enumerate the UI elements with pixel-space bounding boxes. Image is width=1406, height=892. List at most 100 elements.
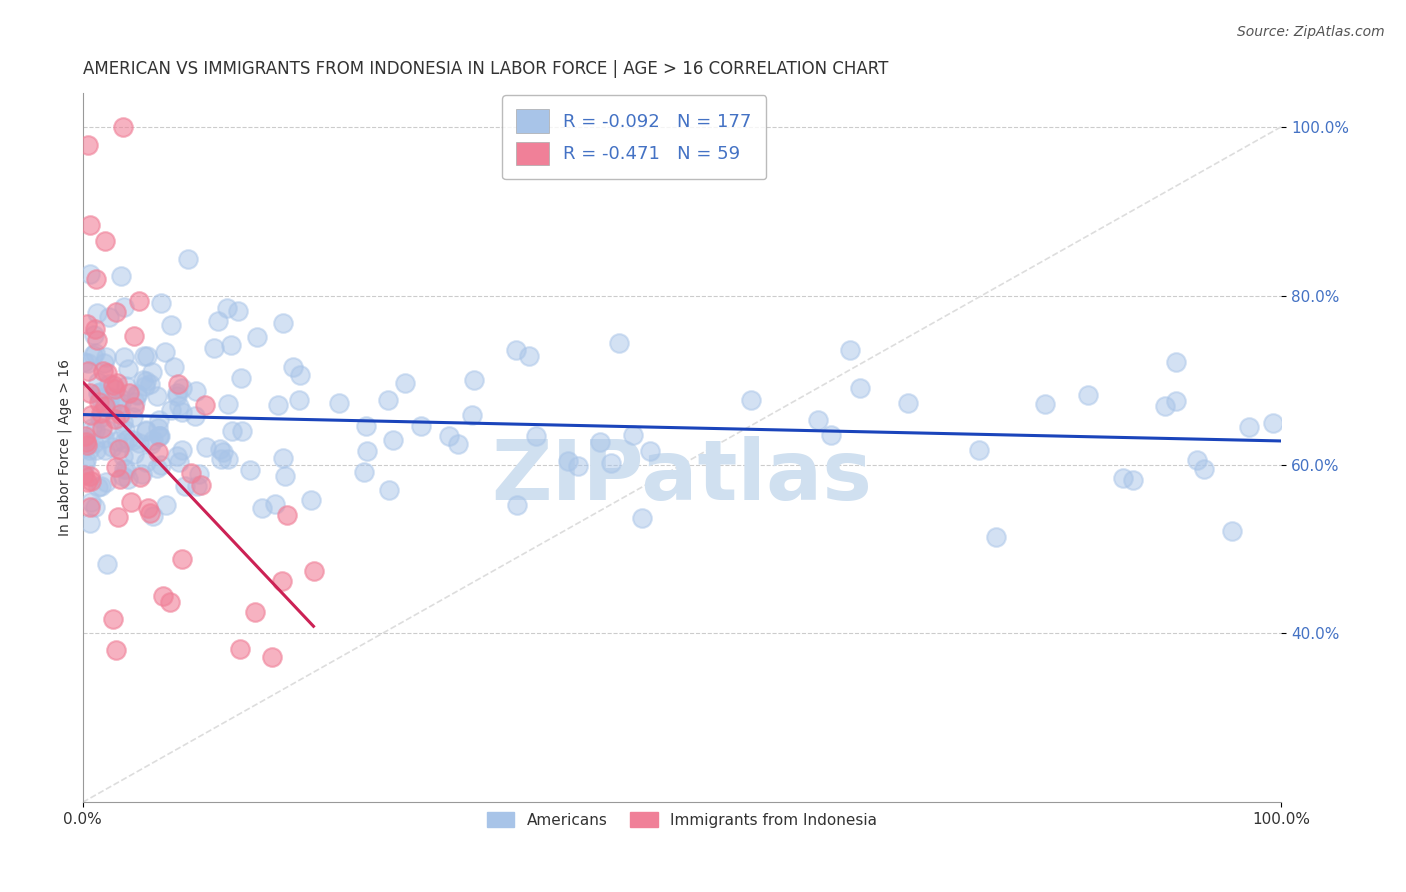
Point: [73, 428, 96, 442]
Point: [87, 394, 110, 409]
Point: [217, 397, 239, 411]
Point: [112, 469, 135, 483]
Point: [202, 342, 225, 356]
Y-axis label: In Labor Force | Age > 16: In Labor Force | Age > 16: [58, 359, 72, 536]
Point: [124, 395, 146, 409]
Point: [135, 374, 157, 388]
Point: [89, 411, 111, 425]
Point: [463, 373, 485, 387]
Point: [107, 434, 129, 448]
Point: [266, 398, 288, 412]
Point: [80, 421, 103, 435]
Point: [107, 442, 129, 456]
Point: [112, 350, 135, 364]
Point: [148, 429, 170, 443]
Point: [84, 272, 107, 286]
Point: [167, 377, 190, 392]
Text: Source: ZipAtlas.com: Source: ZipAtlas.com: [1237, 25, 1385, 39]
Point: [524, 429, 547, 443]
Point: [288, 392, 311, 407]
Point: [353, 465, 375, 479]
Point: [104, 460, 127, 475]
Text: AMERICAN VS IMMIGRANTS FROM INDONESIA IN LABOR FORCE | AGE > 16 CORRELATION CHAR: AMERICAN VS IMMIGRANTS FROM INDONESIA IN…: [83, 60, 889, 78]
Point: [169, 454, 191, 468]
Point: [110, 395, 132, 409]
Point: [607, 336, 630, 351]
Point: [194, 398, 217, 412]
Point: [394, 376, 416, 390]
Point: [115, 462, 138, 476]
Point: [101, 440, 124, 454]
Point: [276, 508, 298, 522]
Point: [83, 436, 105, 450]
Point: [79, 268, 101, 282]
Point: [82, 349, 104, 363]
Point: [117, 432, 139, 446]
Point: [207, 313, 229, 327]
Point: [108, 391, 131, 405]
Point: [148, 429, 170, 443]
Point: [149, 429, 172, 443]
Point: [382, 433, 405, 447]
Point: [94, 422, 117, 436]
Point: [97, 310, 120, 324]
Point: [75, 452, 97, 467]
Point: [96, 475, 118, 490]
Point: [820, 428, 842, 442]
Point: [112, 415, 135, 429]
Point: [135, 423, 157, 437]
Point: [1154, 399, 1177, 413]
Point: [986, 530, 1008, 544]
Point: [122, 409, 145, 424]
Point: [228, 642, 250, 657]
Point: [437, 428, 460, 442]
Point: [73, 442, 96, 456]
Point: [260, 650, 283, 665]
Point: [229, 371, 252, 385]
Point: [146, 388, 169, 402]
Point: [146, 445, 169, 459]
Point: [75, 457, 97, 471]
Point: [114, 423, 136, 437]
Point: [378, 483, 401, 498]
Point: [163, 360, 186, 375]
Point: [328, 396, 350, 410]
Point: [1220, 524, 1243, 538]
Point: [159, 595, 181, 609]
Point: [83, 346, 105, 360]
Point: [76, 475, 98, 490]
Point: [517, 349, 540, 363]
Point: [110, 269, 132, 284]
Point: [283, 360, 305, 375]
Point: [1077, 388, 1099, 402]
Point: [135, 455, 157, 469]
Point: [1164, 355, 1187, 369]
Point: [166, 389, 188, 403]
Point: [122, 328, 145, 343]
Point: [94, 399, 117, 413]
Point: [131, 467, 153, 482]
Point: [208, 442, 231, 456]
Point: [166, 386, 188, 401]
Point: [84, 423, 107, 437]
Point: [589, 434, 612, 449]
Point: [239, 462, 262, 476]
Point: [184, 409, 207, 423]
Point: [139, 506, 162, 520]
Point: [90, 479, 112, 493]
Point: [190, 478, 212, 492]
Point: [167, 400, 190, 414]
Point: [128, 470, 150, 484]
Legend: Americans, Immigrants from Indonesia: Americans, Immigrants from Indonesia: [481, 805, 883, 834]
Point: [447, 437, 470, 451]
Point: [299, 493, 322, 508]
Point: [87, 386, 110, 401]
Point: [155, 345, 177, 359]
Point: [159, 318, 181, 332]
Point: [967, 443, 990, 458]
Point: [176, 252, 198, 266]
Point: [73, 355, 96, 369]
Point: [86, 306, 108, 320]
Point: [149, 458, 172, 473]
Point: [76, 364, 98, 378]
